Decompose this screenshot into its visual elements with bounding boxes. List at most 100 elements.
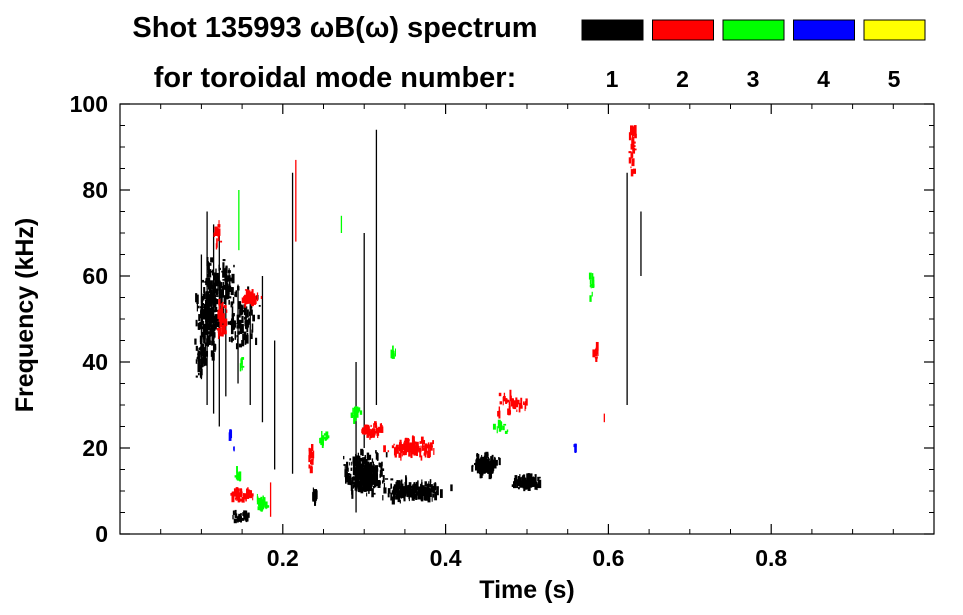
spectral-point-mode-1: [313, 500, 317, 506]
spectral-point-mode-1: [409, 490, 414, 498]
spectral-point-mode-1: [195, 293, 198, 303]
spectral-point-mode-1: [200, 346, 203, 349]
spectral-point-mode-1: [351, 484, 353, 491]
spectral-point-mode-3: [392, 345, 394, 352]
spectral-point-mode-1: [205, 280, 208, 286]
spectral-point-mode-1: [343, 455, 345, 460]
spectral-point-mode-1: [366, 483, 368, 486]
spectral-point-mode-2: [524, 402, 526, 412]
spectral-point-mode-1: [231, 314, 234, 322]
spectral-point-mode-1: [204, 351, 207, 356]
spectral-point-mode-2: [361, 429, 364, 434]
spectral-point-mode-1: [228, 275, 231, 280]
spectral-point-mode-1: [475, 459, 477, 463]
spectral-point-mode-1: [357, 452, 359, 457]
spectral-point-mode-1: [408, 489, 410, 500]
spectral-point-mode-2: [498, 406, 501, 414]
spectral-point-mode-1: [213, 288, 217, 294]
spectral-point-mode-1: [483, 455, 487, 462]
spectral-point-mode-1: [203, 304, 207, 310]
spectral-point-mode-1: [476, 454, 479, 457]
spectral-point-mode-1: [363, 475, 366, 480]
spectral-point-mode-2: [595, 341, 599, 351]
spectral-point-mode-1: [202, 298, 205, 301]
spectral-point-mode-1: [374, 476, 377, 478]
spectral-point-mode-1: [239, 304, 243, 314]
spectral-point-mode-1: [397, 485, 400, 494]
series-mode-2: [213, 125, 637, 517]
spectral-point-mode-2: [428, 454, 431, 459]
spectral-point-mode-1: [200, 321, 203, 326]
spectral-point-mode-2: [513, 400, 517, 410]
spectral-point-mode-1: [390, 478, 394, 481]
spectral-point-mode-1: [360, 448, 364, 456]
spectral-point-mode-1: [359, 474, 361, 482]
spectral-point-mode-1: [417, 493, 421, 500]
spectral-point-mode-1: [364, 462, 368, 467]
spectral-point-mode-1: [232, 510, 235, 515]
spectral-point-mode-1: [367, 471, 370, 476]
spectral-point-mode-2: [630, 125, 634, 131]
spectral-point-mode-2: [502, 396, 504, 406]
spectral-point-mode-1: [405, 477, 408, 485]
spectral-point-mode-1: [206, 256, 209, 266]
spectral-point-mode-2: [247, 298, 250, 304]
spectral-point-mode-1: [363, 470, 368, 474]
spectral-point-mode-1: [494, 456, 496, 465]
spectral-point-mode-1: [484, 470, 487, 473]
spectral-point-mode-2: [250, 299, 253, 305]
spectral-point-mode-2: [416, 446, 418, 457]
spectral-point-mode-1: [382, 475, 385, 483]
spectral-point-mode-1: [352, 476, 356, 479]
x-axis: 0.2 0.4 0.6 0.8: [160, 104, 894, 571]
spectral-point-mode-1: [519, 483, 523, 488]
spectral-point-mode-3: [241, 365, 245, 368]
spectral-point-mode-2: [387, 450, 390, 453]
spectral-point-mode-2: [520, 405, 523, 409]
spectral-point-mode-1: [251, 329, 253, 334]
spectral-point-mode-2: [214, 226, 218, 237]
spectral-point-mode-2: [362, 427, 366, 435]
spectral-point-mode-1: [371, 458, 374, 463]
spectral-point-mode-1: [356, 469, 360, 477]
spectral-point-mode-1: [369, 488, 371, 492]
spectral-point-mode-1: [240, 325, 244, 332]
spectral-point-mode-2: [498, 410, 501, 419]
spectral-point-mode-2: [628, 157, 632, 164]
spectral-point-mode-1: [430, 484, 433, 493]
spectral-point-mode-1: [359, 462, 361, 465]
spectral-point-mode-1: [404, 481, 407, 490]
spectral-point-mode-1: [410, 488, 412, 491]
spectral-point-mode-1: [198, 347, 201, 350]
spectral-point-mode-1: [211, 336, 215, 346]
spectral-point-mode-1: [492, 455, 494, 462]
spectral-point-mode-3: [321, 442, 324, 446]
spectral-point-mode-1: [360, 481, 363, 489]
spectral-point-mode-1: [402, 486, 406, 496]
spectral-point-mode-1: [201, 301, 203, 311]
spectral-point-mode-1: [195, 345, 198, 351]
spectral-point-mode-1: [377, 468, 379, 472]
spectral-point-mode-3: [321, 435, 324, 442]
spectral-point-mode-1: [207, 325, 211, 331]
spectral-point-mode-1: [222, 259, 226, 262]
legend-label-3: 3: [747, 66, 760, 92]
spectral-point-mode-2: [410, 452, 413, 459]
spectral-point-mode-1: [352, 477, 356, 481]
legend-swatch-2: [652, 19, 714, 41]
spectral-point-mode-3: [390, 349, 392, 359]
spectral-point-mode-2: [310, 444, 314, 452]
spectral-point-mode-1: [490, 472, 493, 478]
spectral-point-mode-1: [539, 476, 541, 479]
spectral-point-mode-2: [630, 166, 632, 169]
spectral-point-mode-2: [256, 292, 259, 302]
spectral-point-mode-1: [432, 490, 435, 494]
spectral-point-mode-1: [372, 492, 376, 495]
spectral-point-mode-1: [423, 493, 427, 501]
spectral-point-mode-1: [485, 463, 488, 472]
spectral-point-mode-1: [498, 457, 501, 466]
spectral-point-mode-1: [352, 456, 356, 463]
spectral-point-mode-1: [232, 296, 235, 304]
spectral-point-mode-1: [351, 490, 354, 499]
spectral-point-mode-1: [358, 485, 362, 493]
